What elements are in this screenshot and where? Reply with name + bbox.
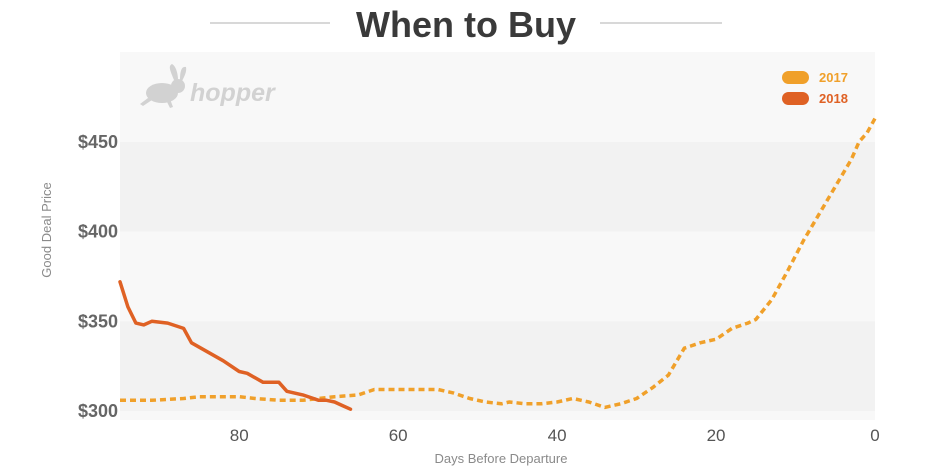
x-axis-label: Days Before Departure xyxy=(435,451,568,466)
hopper-logo: hopper xyxy=(140,64,276,108)
legend: 2017 2018 xyxy=(782,70,848,106)
y-tick-label: $400 xyxy=(78,222,118,242)
background-band xyxy=(120,141,875,232)
series-layer xyxy=(118,117,877,411)
legend-swatch-2017 xyxy=(782,71,809,84)
brand-name: hopper xyxy=(190,79,276,107)
x-tick-label: 40 xyxy=(548,426,567,445)
series-line-2018 xyxy=(118,280,353,411)
x-tick-label: 20 xyxy=(707,426,726,445)
legend-swatch-2018 xyxy=(782,92,809,105)
y-axis: $300 $350 $400 $450 xyxy=(78,132,118,421)
y-tick-label: $450 xyxy=(78,132,118,152)
chart-title: When to Buy xyxy=(356,4,576,45)
series-line-2017 xyxy=(120,117,877,410)
legend-label-2018: 2018 xyxy=(819,91,848,106)
background-band xyxy=(120,52,875,142)
x-axis: 80 60 40 20 0 xyxy=(230,426,880,445)
background-band xyxy=(120,411,875,420)
legend-label-2017: 2017 xyxy=(819,70,848,85)
y-tick-label: $350 xyxy=(78,311,118,331)
y-tick-label: $300 xyxy=(78,401,118,421)
x-tick-label: 0 xyxy=(870,426,879,445)
plot-background xyxy=(120,52,875,420)
x-tick-label: 80 xyxy=(230,426,249,445)
background-band xyxy=(120,231,875,322)
x-tick-label: 60 xyxy=(389,426,408,445)
bunny-icon xyxy=(140,64,187,108)
y-axis-label: Good Deal Price xyxy=(39,182,54,277)
